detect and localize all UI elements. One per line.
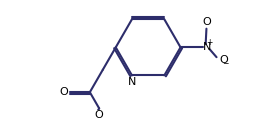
Text: N: N [203,42,211,52]
Text: N: N [128,77,136,87]
Text: O: O [202,17,211,27]
Text: O: O [60,87,68,97]
Text: O: O [219,55,228,65]
Text: −: − [222,59,229,68]
Text: +: + [207,38,213,47]
Text: O: O [95,110,103,120]
